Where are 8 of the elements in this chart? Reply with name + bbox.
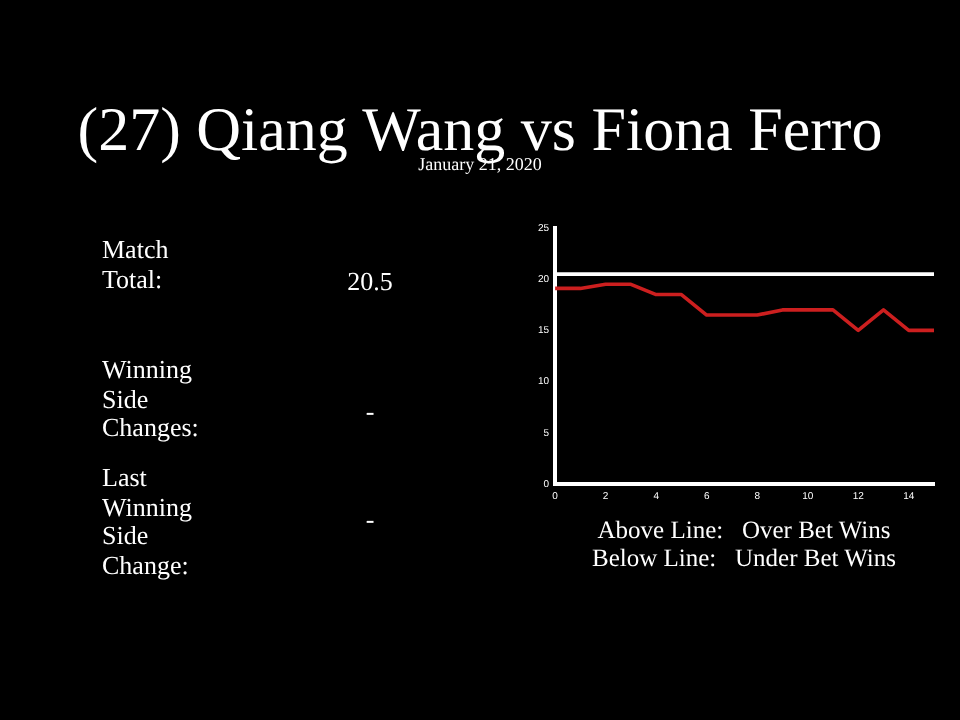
text: Above Line: Over Bet Wins [595,516,893,546]
text: - [363,504,377,536]
text: Match Total: [102,234,171,294]
text: Last Winning Side Change: [102,462,194,580]
text: - [363,396,377,428]
text: Winning Side Changes: [102,354,201,443]
text: Below Line: Under Bet Wins [589,544,899,574]
text: 20.5 [345,266,395,298]
